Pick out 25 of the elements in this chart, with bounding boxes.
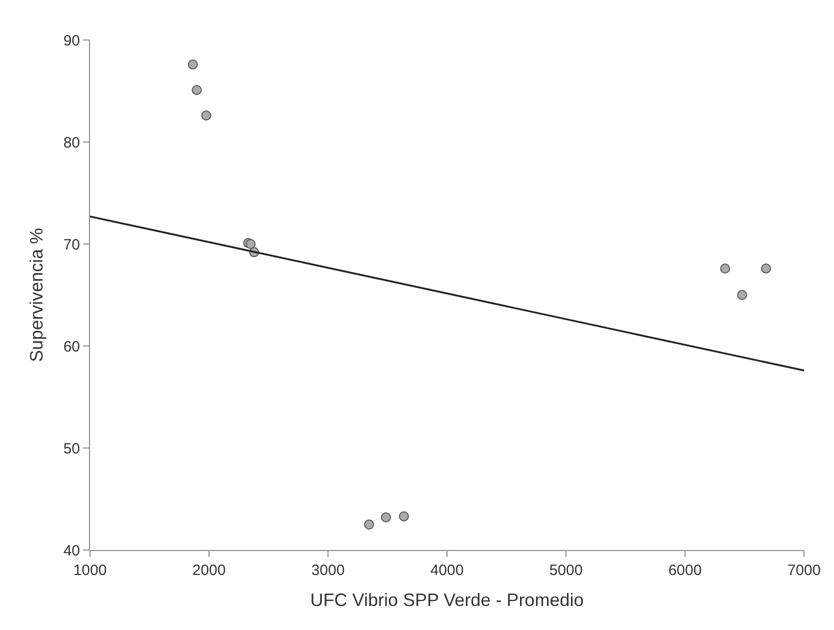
x-tick-label: 5000 [549, 562, 583, 579]
x-tick-label: 1000 [73, 562, 107, 579]
x-tick-label: 6000 [668, 562, 702, 579]
point [380, 512, 391, 522]
y-axis-title: Supervivencia % [26, 228, 47, 362]
point [188, 59, 198, 70]
y-tick-label: 90 [63, 32, 80, 50]
x-tick-label: 2000 [192, 562, 226, 579]
point [737, 290, 748, 300]
point [201, 110, 212, 120]
point [720, 263, 730, 274]
point [761, 263, 772, 274]
y-tick-label: 70 [63, 236, 80, 254]
point [398, 511, 409, 522]
y-tick-label: 40 [63, 542, 80, 560]
x-tick-label: 7000 [787, 562, 821, 579]
y-tick-label: 50 [63, 440, 80, 458]
y-tick-label: 80 [63, 134, 80, 152]
y-tick-label: 60 [63, 338, 80, 356]
point [364, 520, 374, 530]
x-axis-title: UFC Vibrio SPP Verde - Promedio [310, 590, 584, 610]
point [246, 239, 256, 249]
x-tick-label: 4000 [430, 562, 464, 579]
x-tick-label: 3000 [311, 562, 345, 579]
point [192, 84, 202, 95]
